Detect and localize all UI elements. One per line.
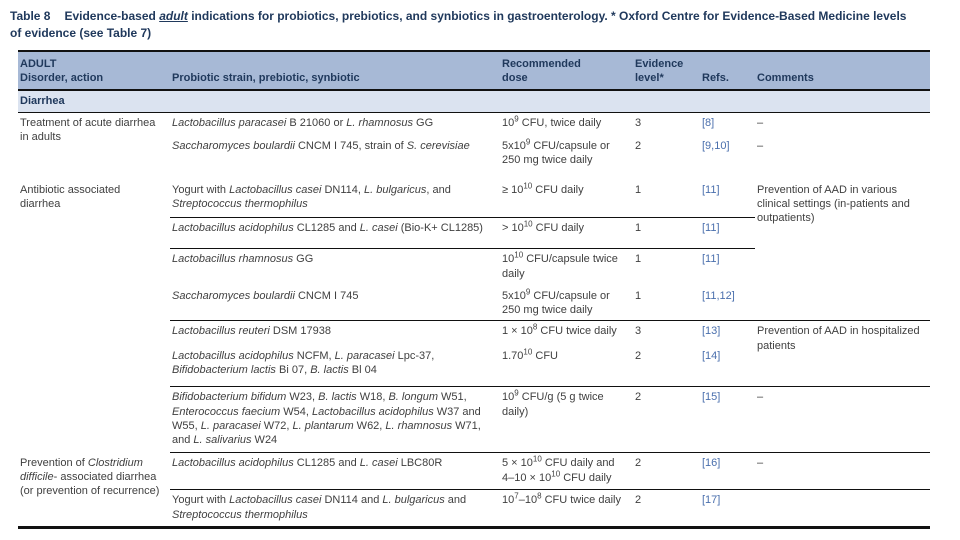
ref-link[interactable]: [16] xyxy=(702,457,721,470)
disorder-cell: Prevention of Clostridium difficile- ass… xyxy=(20,456,160,498)
evidence-cell: 2 xyxy=(635,349,642,362)
refs-cell: [17] xyxy=(700,489,755,528)
dose-cell: 5x109 CFU/capsule or 250 mg twice daily xyxy=(502,137,610,167)
dose-cell: 109 CFU/g (5 g twice daily) xyxy=(500,386,633,453)
strain-cell: Lactobacillus acidophilus NCFM, L. parac… xyxy=(172,349,435,377)
ref-link[interactable]: [8] xyxy=(702,116,715,129)
refs-cell: [16] xyxy=(700,452,755,490)
table-row: Bifidobacterium bifidum W23, B. lactis W… xyxy=(18,386,930,453)
dose-cell: 5x109 CFU/capsule or 250 mg twice daily xyxy=(502,287,610,317)
comments-cell: – xyxy=(755,386,930,453)
table-row: Lactobacillus acidophilus CL1285 and L. … xyxy=(18,217,930,249)
evidence-cell: 1 xyxy=(635,289,642,302)
evidence-table: ADULT Disorder, action Probiotic strain,… xyxy=(18,49,930,530)
strain-cell: Lactobacillus reuteri DSM 17938 xyxy=(170,320,500,346)
ref-link[interactable]: [9,10] xyxy=(702,140,730,153)
refs-cell: [11] xyxy=(700,248,755,286)
dose-cell: 5 × 1010 CFU daily and 4–10 × 1010 CFU d… xyxy=(500,452,633,490)
evidence-cell: 3 xyxy=(633,320,700,346)
table-row: Prevention of Clostridium difficile- ass… xyxy=(18,452,930,497)
dose-cell: > 1010 CFU daily xyxy=(500,217,633,249)
comments-cell: – xyxy=(757,116,764,129)
section-label: Diarrhea xyxy=(18,90,930,113)
ref-link[interactable]: [11] xyxy=(702,253,720,266)
comments-cell: – xyxy=(755,452,930,490)
ref-link[interactable]: [17] xyxy=(702,494,721,507)
table-title: Table 8 Evidence-based adult indications … xyxy=(10,8,915,43)
column-header-evidence: Evidence level* xyxy=(633,50,700,92)
ref-link[interactable]: [13] xyxy=(702,325,721,338)
dose-cell: ≥ 1010 CFU daily xyxy=(502,181,584,196)
section-row-diarrhea: Diarrhea xyxy=(18,90,930,113)
table-row: Lactobacillus rhamnosus GG 1010 CFU/caps… xyxy=(18,248,930,286)
header-row: ADULT Disorder, action Probiotic strain,… xyxy=(18,50,930,92)
strain-cell: Lactobacillus acidophilus CL1285 and L. … xyxy=(170,452,500,490)
column-header-disorder: ADULT Disorder, action xyxy=(18,50,170,92)
column-header-comments: Comments xyxy=(755,50,930,92)
dose-cell: 1010 CFU/capsule twice daily xyxy=(500,248,633,286)
strain-cell: Saccharomyces boulardii CNCM I 745 xyxy=(172,289,359,302)
comments-cell: Prevention of AAD in hospitalized patien… xyxy=(755,320,930,387)
ref-link[interactable]: [14] xyxy=(702,349,721,362)
ref-link[interactable]: [11] xyxy=(702,222,720,235)
dose-cell: 109 CFU, twice daily xyxy=(502,114,602,129)
table-row: Lactobacillus acidophilus NCFM, L. parac… xyxy=(18,346,930,387)
disorder-cell: Antibiotic associated diarrhea xyxy=(20,183,121,211)
strain-cell: Yogurt with Lactobacillus casei DN114, L… xyxy=(172,183,451,211)
column-header-adult: ADULT xyxy=(20,57,57,70)
evidence-cell: 2 xyxy=(633,386,700,453)
refs-cell: [11] xyxy=(700,180,755,218)
table-row: Lactobacillus reuteri DSM 17938 1 × 108 … xyxy=(18,320,930,387)
evidence-cell: 1 xyxy=(633,248,700,286)
dose-cell: 107–108 CFU twice daily xyxy=(500,489,633,528)
dose-cell: 1 × 108 CFU twice daily xyxy=(500,320,633,346)
refs-cell: [15] xyxy=(700,386,755,453)
evidence-cell: 1 xyxy=(635,183,642,196)
refs-cell: [11] xyxy=(700,217,755,249)
strain-cell: Lactobacillus acidophilus CL1285 and L. … xyxy=(170,217,500,249)
table-number-label: Table 8 xyxy=(10,9,51,23)
refs-cell: [9,10] xyxy=(700,136,755,180)
refs-cell: [13] xyxy=(700,320,755,346)
table-row: Saccharomyces boulardii CNCM I 745, stra… xyxy=(18,136,930,180)
strain-cell: Lactobacillus paracasei B 21060 or L. rh… xyxy=(172,116,434,129)
disorder-cell: Treatment of acute diarrhea in adults xyxy=(20,116,156,143)
evidence-cell: 2 xyxy=(635,140,642,153)
comments-cell xyxy=(755,489,930,528)
strain-cell: Saccharomyces boulardii CNCM I 745, stra… xyxy=(172,140,470,153)
dose-cell: 1.7010 CFU xyxy=(502,347,558,362)
column-header-dose: Recommended dose xyxy=(500,50,633,92)
refs-cell: [11,12] xyxy=(700,286,755,321)
evidence-cell: 1 xyxy=(633,217,700,249)
table-row: Treatment of acute diarrhea in adults La… xyxy=(18,112,930,143)
strain-cell: Lactobacillus rhamnosus GG xyxy=(170,248,500,286)
table-caption: Evidence-based adult indications for pro… xyxy=(10,9,907,41)
table-row: Antibiotic associated diarrhea Yogurt wi… xyxy=(18,180,930,225)
strain-cell: Yogurt with Lactobacillus casei DN114 an… xyxy=(170,489,500,528)
ref-link[interactable]: [11] xyxy=(702,183,720,196)
comments-cell: Prevention of AAD in various clinical se… xyxy=(757,183,910,225)
table-row: Saccharomyces boulardii CNCM I 745 5x109… xyxy=(18,286,930,321)
column-header-refs: Refs. xyxy=(700,50,755,92)
evidence-cell: 3 xyxy=(635,116,642,129)
refs-cell: [14] xyxy=(700,346,755,387)
table-row: Yogurt with Lactobacillus casei DN114 an… xyxy=(18,489,930,528)
ref-link[interactable]: [11,12] xyxy=(702,289,735,302)
strain-cell: Bifidobacterium bifidum W23, B. lactis W… xyxy=(170,386,500,453)
refs-cell: [8] xyxy=(700,112,755,136)
comments-cell: – xyxy=(757,140,764,153)
column-header-strain: Probiotic strain, prebiotic, synbiotic xyxy=(170,50,500,92)
evidence-cell: 2 xyxy=(633,489,700,528)
ref-link[interactable]: [15] xyxy=(702,391,721,404)
evidence-cell: 2 xyxy=(633,452,700,490)
